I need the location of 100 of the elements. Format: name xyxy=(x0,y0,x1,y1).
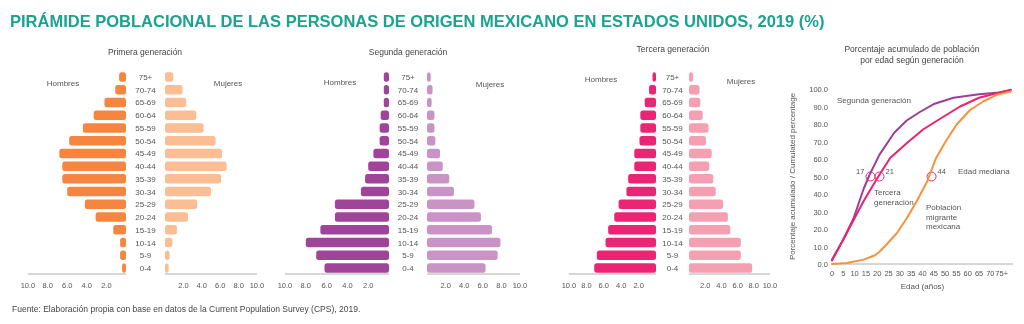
bar xyxy=(119,72,126,82)
annotation: Edad mediana xyxy=(958,167,1011,176)
bar xyxy=(689,263,753,273)
bar xyxy=(427,263,486,273)
bar xyxy=(427,225,493,235)
text: Primera generación xyxy=(107,47,183,57)
bar xyxy=(594,263,656,273)
bar xyxy=(120,250,126,261)
y-tick-label: 50-54 xyxy=(662,136,684,146)
bar xyxy=(165,148,223,159)
bar xyxy=(165,186,211,197)
text: PIRÁMIDE POBLACIONAL DE LAS PERSONAS DE ORIGEN MEXICANO EN ESTADOS UNIDOS, 2019 (%) xyxy=(10,12,825,30)
y-tick-label: 65-69 xyxy=(135,98,157,108)
y-tick-label: 65-69 xyxy=(662,98,684,108)
bar xyxy=(379,135,389,146)
bar xyxy=(365,174,389,184)
text: Segunda generación xyxy=(368,47,448,57)
bar xyxy=(689,186,716,197)
bar xyxy=(379,123,389,133)
y-tick-label: 35-39 xyxy=(397,174,419,184)
legend-label: Tercera generación xyxy=(874,188,914,207)
bar xyxy=(113,225,126,235)
y-tick-label: 55-59 xyxy=(662,123,684,133)
bar xyxy=(608,225,656,235)
y-tick-label: 20-24 xyxy=(662,213,684,223)
bar xyxy=(640,110,656,120)
y-tick-label: 45-49 xyxy=(397,149,419,159)
bar xyxy=(93,110,126,120)
y-tick-label: 40-44 xyxy=(662,162,684,172)
bar xyxy=(626,186,656,197)
y-tick-label: 5-9 xyxy=(139,251,152,261)
bar xyxy=(689,72,694,82)
series-label: Población migrante mexicana xyxy=(926,203,962,231)
y-tick-label: 10-14 xyxy=(662,238,684,248)
bar xyxy=(689,237,741,248)
y-tick-label: 55-59 xyxy=(397,123,419,133)
y-tick-label: 20-24 xyxy=(135,213,157,223)
bar xyxy=(427,212,481,222)
bar xyxy=(427,148,441,159)
y-tick-label: 10-14 xyxy=(135,238,157,248)
y-tick-label: 15-19 xyxy=(135,225,157,235)
y-tick-label: 15-19 xyxy=(397,225,419,235)
bar xyxy=(165,123,204,133)
text: Hombres xyxy=(584,75,618,84)
bar xyxy=(165,174,222,184)
bar xyxy=(689,135,707,146)
bar xyxy=(165,84,183,95)
y-tick-label: 75+ xyxy=(138,73,153,82)
bar xyxy=(427,250,498,261)
bar xyxy=(427,84,433,95)
y-tick-label: 30-34 xyxy=(135,187,157,197)
y-tick-label: 35-39 xyxy=(135,174,157,184)
bar xyxy=(165,135,216,146)
y-tick-label: 45-49 xyxy=(662,149,684,159)
bar xyxy=(427,237,501,248)
bar xyxy=(334,212,389,222)
bar xyxy=(62,161,126,171)
bar xyxy=(644,97,656,108)
bar xyxy=(84,199,126,210)
text: Hombres xyxy=(46,79,80,88)
y-tick-label: 5-9 xyxy=(402,251,415,261)
text: Mujeres xyxy=(213,79,243,88)
y-tick-label: 60-64 xyxy=(662,111,684,121)
y-tick-label: 60-64 xyxy=(397,111,419,121)
y-tick-label: 35-39 xyxy=(662,174,684,184)
y-tick-label: 75+ xyxy=(401,73,416,82)
y-tick-label: 25-29 xyxy=(662,200,684,210)
y-tick-label: 65-69 xyxy=(397,98,419,108)
bar xyxy=(689,97,701,108)
bar xyxy=(427,123,435,133)
chart-title: Porcentaje acumulado de población por edad según generación xyxy=(844,44,980,65)
bar xyxy=(316,250,389,261)
bar xyxy=(373,148,389,159)
y-tick-label: 5-9 xyxy=(666,251,679,261)
series-label: Segunda generación xyxy=(837,96,911,105)
y-tick-label: 10-14 xyxy=(397,238,419,248)
bar xyxy=(605,237,656,248)
bar xyxy=(689,199,724,210)
text: Tercera generación xyxy=(636,44,710,54)
source-note: Fuente: Elaboración propia con base en datos de la Current Population Survey (CPS), 2019. xyxy=(12,304,361,314)
y-tick-label: 0-4 xyxy=(666,264,679,273)
y-tick-label: 70-74 xyxy=(135,85,157,95)
bar xyxy=(104,97,126,108)
bar xyxy=(640,123,656,133)
bar xyxy=(689,110,703,120)
text: Mujeres xyxy=(475,80,505,89)
y-tick-label: 55-59 xyxy=(135,123,157,133)
text: Hombres xyxy=(323,78,357,87)
bar xyxy=(634,148,656,159)
text: Mujeres xyxy=(726,77,756,86)
bar xyxy=(334,199,389,210)
bar xyxy=(689,84,700,95)
y-tick-label: 70-74 xyxy=(397,85,419,95)
y-axis-title: Porcentaje acumulado / Cumulated percentage xyxy=(788,92,797,261)
bar xyxy=(165,97,187,108)
y-tick-label: 40-44 xyxy=(397,162,419,172)
bar xyxy=(427,199,475,210)
bar xyxy=(59,148,126,159)
bar xyxy=(305,237,389,248)
bar xyxy=(82,123,126,133)
